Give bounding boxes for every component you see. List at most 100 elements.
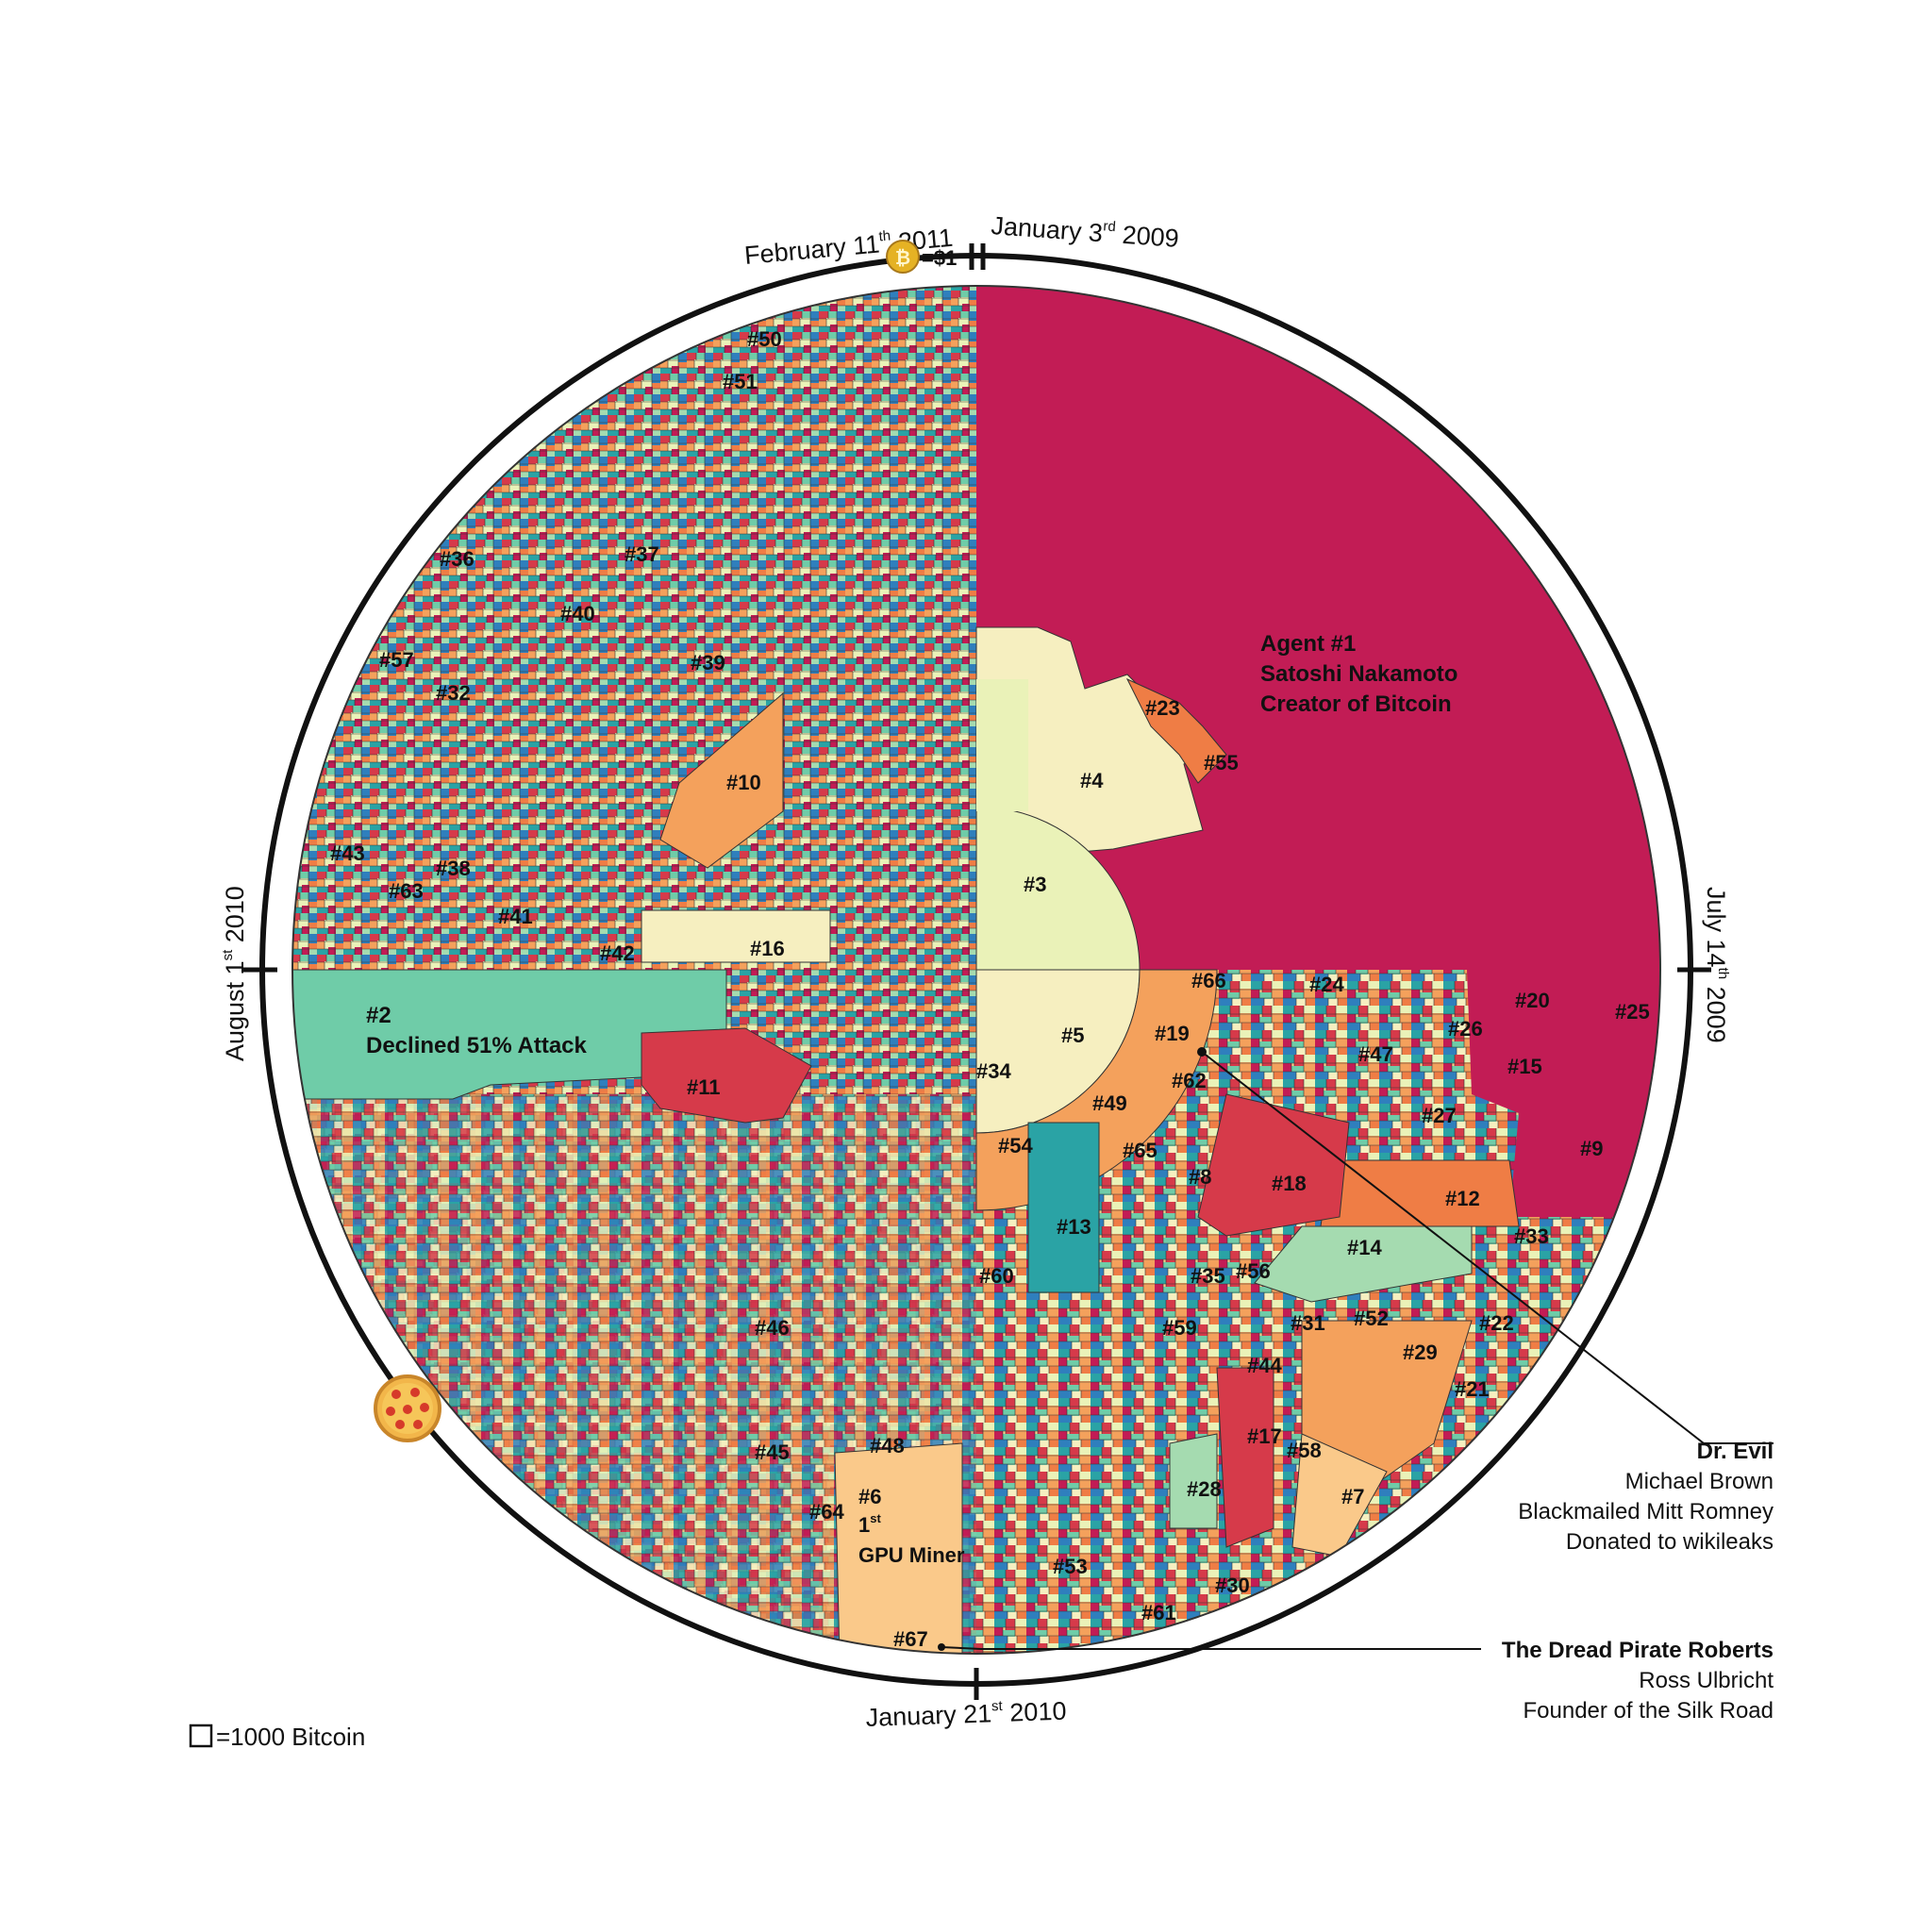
agent-label-13: #13 [1057, 1215, 1091, 1239]
agent-1-label: Agent #1 Satoshi Nakamoto Creator of Bit… [1260, 631, 1457, 717]
agent-label-45: #45 [755, 1441, 790, 1464]
agent-label-36: #36 [440, 547, 475, 571]
agent-label-12: #12 [1445, 1187, 1480, 1210]
date-label-aug-2010: August 1st 2010 [220, 886, 249, 1061]
agent-label-9: #9 [1580, 1137, 1603, 1160]
dread-pirate-annotation: The Dread Pirate Roberts Ross Ulbricht F… [1502, 1638, 1774, 1724]
svg-text:#6: #6 [858, 1485, 881, 1508]
agent-label-18: #18 [1272, 1172, 1307, 1195]
agent-11-region [641, 1027, 812, 1124]
agent-label-16: #16 [750, 937, 785, 960]
agent-label-50: #50 [747, 327, 782, 351]
agent-6-region [834, 1442, 963, 1654]
date-label-jul-2009: July 14th 2009 [1702, 887, 1731, 1043]
agent-label-51: #51 [723, 370, 758, 393]
agent-12-region [1320, 1159, 1520, 1227]
agent-label-33: #33 [1514, 1224, 1549, 1248]
agent-label-21: #21 [1455, 1377, 1490, 1401]
agent-label-32: #32 [436, 681, 471, 705]
pizza-icon [374, 1374, 441, 1442]
svg-text:The Dread Pirate Roberts: The Dread Pirate Roberts [1502, 1638, 1774, 1663]
agent-label-4: #4 [1080, 769, 1104, 792]
timeline-ticks [243, 243, 1711, 1700]
agent-label-8: #8 [1189, 1165, 1211, 1189]
svg-text:Ross Ulbricht: Ross Ulbricht [1639, 1668, 1774, 1693]
agent-label-65: #65 [1123, 1139, 1158, 1162]
agent-label-30: #30 [1215, 1574, 1250, 1597]
agent-label-54: #54 [998, 1134, 1033, 1158]
agent-label-29: #29 [1403, 1341, 1438, 1364]
agent-3-region [975, 806, 1141, 971]
agent-2-label: #2 Declined 51% Attack [366, 1003, 588, 1058]
agent-label-62: #62 [1172, 1069, 1207, 1092]
agent-label-61: #61 [1141, 1601, 1176, 1624]
agent-9-region [1467, 970, 1660, 1217]
legend-label: =1000 Bitcoin [216, 1723, 365, 1751]
svg-text:Dr. Evil: Dr. Evil [1697, 1439, 1774, 1464]
agent-label-7: #7 [1341, 1485, 1364, 1508]
agent-label-28: #28 [1187, 1477, 1222, 1501]
agent-label-19: #19 [1155, 1022, 1190, 1045]
svg-text:Blackmailed Mitt Romney: Blackmailed Mitt Romney [1518, 1499, 1774, 1524]
agent-label-10: #10 [726, 771, 761, 794]
agent-label-15: #15 [1507, 1055, 1542, 1078]
agent-label-11: #11 [687, 1075, 721, 1099]
agent-label-42: #42 [600, 941, 635, 965]
agent-label-27: #27 [1422, 1104, 1457, 1127]
agent-label-53: #53 [1053, 1555, 1088, 1578]
agent-label-20: #20 [1515, 989, 1550, 1012]
agent-2-region [292, 969, 727, 1100]
agent-label-5: #5 [1061, 1024, 1084, 1047]
agent-13-region [1027, 1122, 1100, 1293]
agent-label-57: #57 [379, 648, 414, 672]
agent-label-39: #39 [691, 651, 725, 675]
agent-label-24: #24 [1309, 973, 1344, 996]
agent-6-label: #6 1st GPU Miner [858, 1485, 965, 1567]
agent-label-59: #59 [1162, 1316, 1197, 1340]
svg-text:1st: 1st [858, 1511, 881, 1537]
dread-pirate-marker [938, 1643, 945, 1651]
agent-label-43: #43 [330, 841, 365, 865]
ownership-disc [292, 286, 1660, 1654]
agent-labels: #3 #4 #5 #7 #8 #9 #10 #11 #12 #13 #14 #15 #16 #17 #18 #… [330, 327, 1650, 1651]
dr-evil-marker [1197, 1047, 1207, 1057]
date-label-jan-2009: January 3rd 2009 [991, 210, 1180, 253]
agent-label-64: #64 [809, 1500, 844, 1524]
agent-label-25: #25 [1615, 1000, 1650, 1024]
agent-label-31: #31 [1291, 1311, 1325, 1335]
svg-text:Agent #1: Agent #1 [1260, 631, 1356, 657]
svg-text:Satoshi Nakamoto: Satoshi Nakamoto [1260, 661, 1457, 687]
agent-label-66: #66 [1191, 969, 1226, 992]
agent-label-37: #37 [625, 542, 659, 566]
agent-label-44: #44 [1247, 1354, 1282, 1377]
agent-label-46: #46 [755, 1316, 790, 1340]
agent-16-region [641, 909, 831, 963]
agent-label-67: #67 [893, 1627, 928, 1651]
svg-text:Donated to wikileaks: Donated to wikileaks [1566, 1529, 1774, 1555]
annotation-leaders [941, 1051, 1774, 1650]
agent-label-40: #40 [560, 602, 595, 625]
agent-label-48: #48 [870, 1434, 905, 1457]
bitcoin-coin-icon: ₿ [886, 240, 920, 274]
dr-evil-annotation: Dr. Evil Michael Brown Blackmailed Mitt … [1518, 1439, 1774, 1555]
agent-label-17: #17 [1247, 1424, 1282, 1448]
agent-label-3: #3 [1024, 873, 1046, 896]
agent-label-35: #35 [1191, 1264, 1225, 1288]
agent-14-region [1254, 1225, 1473, 1303]
agent-label-55: #55 [1204, 751, 1239, 774]
agent-label-34: #34 [976, 1059, 1011, 1083]
svg-text:Declined 51% Attack: Declined 51% Attack [366, 1033, 588, 1058]
agent-label-56: #56 [1236, 1259, 1271, 1283]
svg-text:Creator of Bitcoin: Creator of Bitcoin [1260, 691, 1452, 717]
agent-label-14: #14 [1347, 1236, 1382, 1259]
date-label-jan-2010: January 21st 2010 [865, 1696, 1067, 1732]
agent-label-22: #22 [1479, 1311, 1514, 1335]
agent-label-38: #38 [436, 857, 471, 880]
agent-label-63: #63 [389, 879, 424, 903]
agent-label-52: #52 [1354, 1307, 1389, 1330]
agent-label-41: #41 [498, 905, 533, 928]
svg-text:₿: ₿ [895, 248, 910, 269]
agent-10-region [659, 691, 784, 869]
coin-price-label: =$1 [922, 246, 957, 270]
